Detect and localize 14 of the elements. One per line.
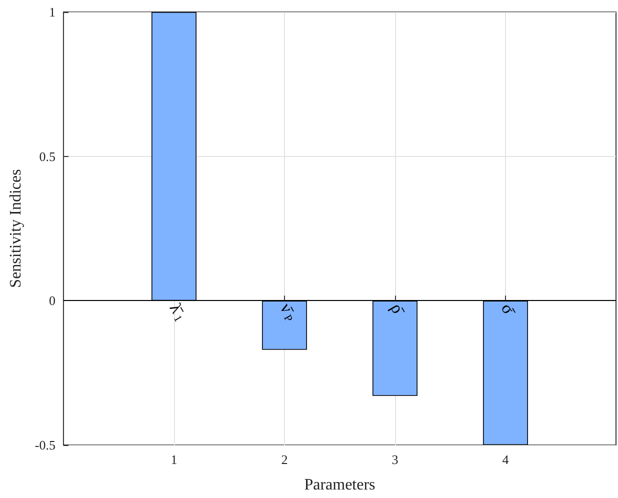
y-tick-label: 0 bbox=[48, 293, 56, 308]
y-tick-label: 0.5 bbox=[39, 148, 56, 164]
annotation: λ̄1 bbox=[166, 300, 188, 324]
x-tick-label: 1 bbox=[170, 452, 178, 467]
x-tick-label: 4 bbox=[502, 452, 510, 467]
x-tick-label: 3 bbox=[392, 452, 398, 467]
annotation: ρ̄ bbox=[386, 300, 409, 320]
y-tick-label: 1 bbox=[48, 4, 56, 20]
y-axis-title: Sensitivity Indices bbox=[8, 169, 24, 288]
x-tick-label: 2 bbox=[281, 452, 288, 467]
annotation: σ̄ bbox=[497, 300, 520, 320]
annotation: ν̄P bbox=[276, 300, 298, 324]
x-axis-title: Parameters bbox=[304, 476, 376, 494]
y-tick-label: -0.5 bbox=[34, 438, 56, 452]
